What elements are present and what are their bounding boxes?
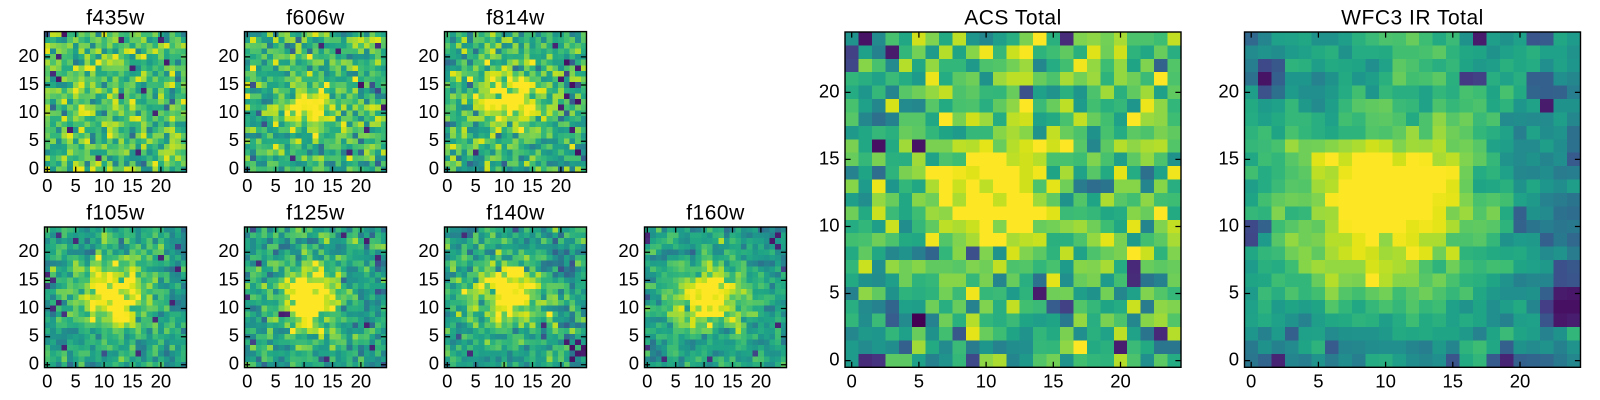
svg-text:ACS Total: ACS Total (964, 7, 1062, 30)
svg-text:20: 20 (819, 80, 840, 101)
svg-text:0: 0 (42, 175, 52, 196)
svg-text:15: 15 (418, 73, 439, 94)
svg-text:20: 20 (151, 371, 172, 392)
svg-text:5: 5 (471, 175, 481, 196)
svg-text:15: 15 (218, 268, 239, 289)
svg-text:15: 15 (522, 175, 543, 196)
svg-text:10: 10 (18, 296, 39, 317)
svg-text:15: 15 (618, 268, 639, 289)
svg-text:5: 5 (271, 175, 281, 196)
svg-text:15: 15 (722, 371, 743, 392)
svg-text:f814w: f814w (486, 6, 545, 29)
svg-text:10: 10 (1375, 370, 1396, 391)
svg-text:20: 20 (218, 240, 239, 261)
svg-text:20: 20 (551, 371, 572, 392)
svg-text:15: 15 (322, 371, 343, 392)
svg-text:10: 10 (694, 371, 715, 392)
svg-text:20: 20 (151, 175, 172, 196)
svg-text:5: 5 (914, 370, 924, 391)
svg-text:0: 0 (629, 353, 639, 374)
svg-text:20: 20 (18, 45, 39, 66)
svg-text:WFC3 IR Total: WFC3 IR Total (1341, 7, 1484, 30)
svg-text:5: 5 (829, 281, 839, 302)
svg-text:0: 0 (242, 175, 252, 196)
svg-text:0: 0 (642, 371, 652, 392)
svg-text:20: 20 (751, 371, 772, 392)
svg-text:5: 5 (29, 325, 39, 346)
svg-text:20: 20 (1218, 80, 1239, 101)
svg-text:5: 5 (429, 129, 439, 150)
svg-text:15: 15 (18, 268, 39, 289)
svg-text:5: 5 (71, 371, 81, 392)
svg-text:20: 20 (618, 240, 639, 261)
svg-text:10: 10 (494, 175, 515, 196)
svg-text:10: 10 (494, 371, 515, 392)
svg-text:20: 20 (551, 175, 572, 196)
svg-text:20: 20 (18, 240, 39, 261)
svg-text:0: 0 (1246, 370, 1256, 391)
svg-text:0: 0 (442, 371, 452, 392)
svg-text:10: 10 (618, 296, 639, 317)
svg-text:10: 10 (418, 296, 439, 317)
svg-text:0: 0 (29, 157, 39, 178)
svg-text:10: 10 (18, 101, 39, 122)
svg-text:5: 5 (671, 371, 681, 392)
svg-text:f435w: f435w (86, 6, 145, 29)
svg-text:0: 0 (829, 349, 839, 370)
svg-text:15: 15 (122, 371, 143, 392)
svg-text:20: 20 (351, 371, 372, 392)
svg-text:15: 15 (522, 371, 543, 392)
svg-text:0: 0 (429, 157, 439, 178)
svg-text:0: 0 (847, 370, 857, 391)
svg-text:f125w: f125w (286, 202, 345, 225)
svg-text:15: 15 (1443, 370, 1464, 391)
svg-text:0: 0 (1229, 349, 1239, 370)
svg-text:10: 10 (94, 371, 115, 392)
svg-text:10: 10 (819, 214, 840, 235)
svg-text:20: 20 (1110, 370, 1131, 391)
svg-text:5: 5 (629, 325, 639, 346)
svg-text:5: 5 (1229, 281, 1239, 302)
svg-text:5: 5 (271, 371, 281, 392)
svg-text:0: 0 (29, 353, 39, 374)
svg-text:0: 0 (229, 157, 239, 178)
svg-text:5: 5 (471, 371, 481, 392)
svg-text:0: 0 (229, 353, 239, 374)
svg-text:20: 20 (218, 45, 239, 66)
svg-text:5: 5 (1313, 370, 1323, 391)
svg-text:15: 15 (819, 147, 840, 168)
svg-text:10: 10 (218, 101, 239, 122)
svg-text:5: 5 (429, 325, 439, 346)
svg-text:f105w: f105w (86, 202, 145, 225)
svg-text:5: 5 (229, 129, 239, 150)
svg-text:15: 15 (218, 73, 239, 94)
svg-text:5: 5 (29, 129, 39, 150)
svg-text:0: 0 (429, 353, 439, 374)
svg-text:5: 5 (71, 175, 81, 196)
svg-text:10: 10 (94, 175, 115, 196)
svg-text:0: 0 (242, 371, 252, 392)
svg-text:20: 20 (1510, 370, 1531, 391)
svg-text:15: 15 (122, 175, 143, 196)
svg-text:f160w: f160w (686, 202, 745, 225)
svg-text:20: 20 (351, 175, 372, 196)
svg-text:10: 10 (218, 296, 239, 317)
svg-text:0: 0 (42, 371, 52, 392)
svg-text:10: 10 (294, 371, 315, 392)
svg-text:20: 20 (418, 240, 439, 261)
svg-text:15: 15 (1043, 370, 1064, 391)
svg-text:10: 10 (1218, 214, 1239, 235)
svg-text:20: 20 (418, 45, 439, 66)
svg-text:10: 10 (294, 175, 315, 196)
svg-text:15: 15 (18, 73, 39, 94)
svg-text:0: 0 (442, 175, 452, 196)
svg-text:15: 15 (1218, 147, 1239, 168)
svg-text:10: 10 (418, 101, 439, 122)
svg-text:15: 15 (418, 268, 439, 289)
svg-text:f606w: f606w (286, 6, 345, 29)
svg-text:f140w: f140w (486, 202, 545, 225)
svg-text:15: 15 (322, 175, 343, 196)
svg-text:10: 10 (976, 370, 997, 391)
svg-text:5: 5 (229, 325, 239, 346)
